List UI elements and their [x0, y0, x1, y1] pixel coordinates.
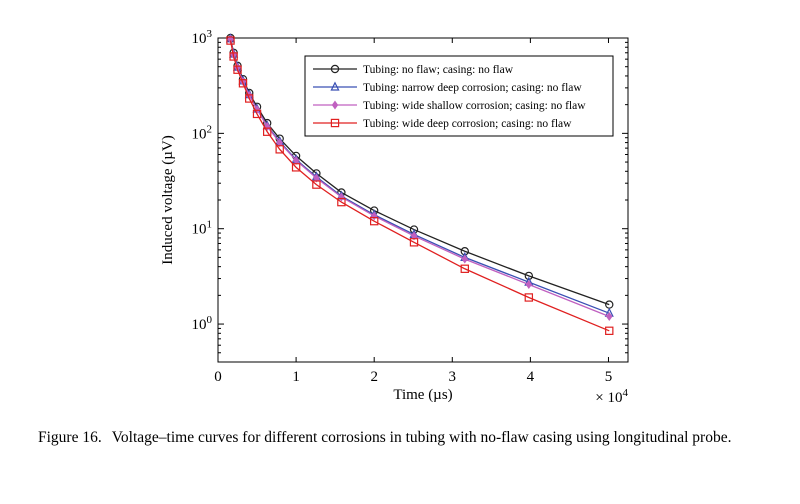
y-tick-label: 103 — [192, 28, 213, 47]
series-layer — [225, 33, 614, 335]
x-tick-label: 1 — [292, 369, 300, 385]
data-point — [312, 180, 321, 189]
x-tick-label: 2 — [370, 369, 378, 385]
legend-marker — [330, 81, 340, 91]
data-point — [226, 36, 235, 45]
data-point — [606, 312, 613, 321]
x-tick-label: 4 — [527, 369, 535, 385]
series-line — [229, 40, 610, 332]
data-point — [245, 94, 254, 103]
figure-caption: Figure 16. Voltage–time curves for differ… — [38, 428, 770, 447]
series-4 — [226, 36, 614, 335]
y-tick-label: 100 — [192, 314, 213, 333]
data-point — [525, 280, 533, 289]
data-point — [275, 145, 284, 154]
data-point — [461, 254, 468, 264]
legend-marker — [330, 118, 340, 128]
data-point — [291, 163, 301, 172]
figure-caption-label: Figure 16. — [38, 429, 102, 446]
data-point — [313, 173, 320, 183]
legend: Tubing: no flaw; casing: no flaw Tubing: … — [304, 55, 614, 137]
data-point — [252, 109, 262, 119]
legend-label: Tubing: no flaw; casing: no flaw — [363, 64, 514, 76]
data-point — [605, 326, 614, 335]
legend-marker — [330, 64, 340, 74]
data-point — [229, 52, 238, 61]
legend-entry: Tubing: narrow deep corrosion; casing: n… — [313, 81, 582, 94]
legend-label: Tubing: wide deep corrosion; casing: no … — [363, 118, 572, 130]
x-tick-label: 3 — [449, 369, 457, 385]
data-point — [524, 271, 534, 281]
legend-label: Tubing: narrow deep corrosion; casing: n… — [363, 82, 582, 94]
legend-entry: Tubing: wide shallow corrosion; casing: … — [313, 100, 586, 112]
data-point — [263, 127, 272, 136]
x-axis-label: Time (µs) — [393, 387, 452, 403]
data-point — [460, 264, 469, 273]
x-scale-factor-text: × 104 — [595, 387, 628, 406]
data-point — [410, 231, 418, 241]
data-point — [337, 197, 346, 207]
y-tick-label: 101 — [192, 219, 213, 238]
y-tick-label: 102 — [192, 123, 213, 142]
x-scale-factor-label: × 104 — [595, 387, 628, 406]
data-point — [238, 79, 248, 88]
legend-label: Tubing: wide shallow corrosion; casing: … — [363, 100, 586, 112]
figure-caption-text: Voltage–time curves for different corros… — [111, 429, 732, 446]
series-line — [229, 39, 610, 318]
data-point — [338, 192, 345, 202]
data-point — [524, 293, 534, 302]
x-tick-label: 5 — [605, 369, 613, 385]
data-point — [233, 65, 242, 74]
x-tick-label: 0 — [214, 369, 222, 385]
legend-entry: Tubing: no flaw; casing: no flaw — [313, 64, 514, 76]
y-axis-label: Induced voltage (µV) — [160, 135, 176, 264]
data-point — [369, 216, 379, 226]
data-point — [409, 238, 419, 247]
legend-entry: Tubing: wide deep corrosion; casing: no … — [313, 118, 572, 130]
axes-layer: 0 1 2 3 4 5 100 101 102 103 — [192, 28, 628, 385]
legend-marker — [331, 100, 339, 110]
